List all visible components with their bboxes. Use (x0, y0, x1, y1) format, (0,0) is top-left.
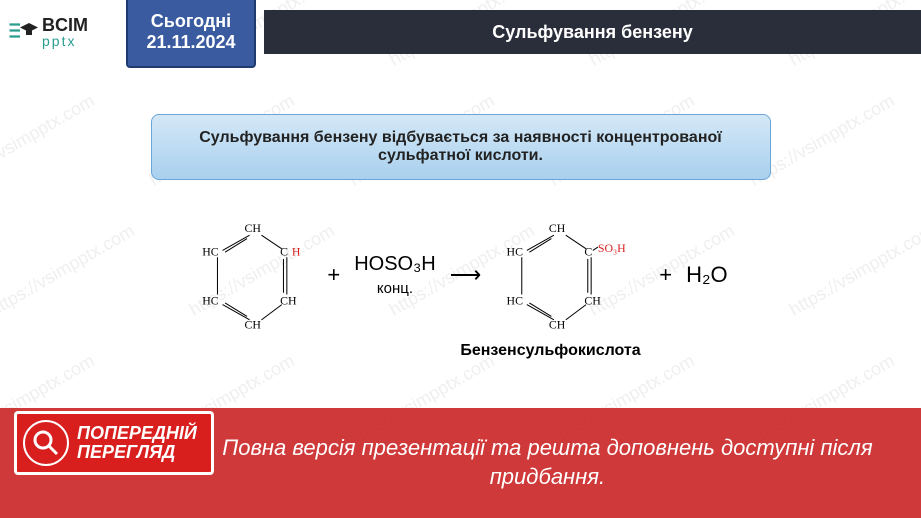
reagent-formula: HOSO₃H (354, 253, 435, 276)
ch-label: CH (549, 317, 566, 330)
plus-sign: + (659, 262, 672, 288)
reactant-ring: CH C H CH CH HC HC (193, 220, 313, 330)
so3h-substituent: SO₃H (598, 241, 626, 255)
product-ring: CH C SO₃H CH CH HC HC (495, 220, 645, 330)
logo-icon (8, 20, 38, 44)
ch-label: CH (549, 221, 566, 235)
date-label: Сьогодні (151, 11, 231, 32)
info-box: Сульфування бензену відбувається за наяв… (151, 114, 771, 180)
reagent: HOSO₃H конц. (354, 253, 435, 297)
badge-text: ПОПЕРЕДНІЙ ПЕРЕГЛЯД (77, 424, 197, 462)
ch-label: CH (245, 221, 262, 235)
ch-label: HC (507, 294, 524, 308)
badge-line1: ПОПЕРЕДНІЙ (77, 424, 197, 443)
ch-label: CH (280, 294, 297, 308)
logo-main: BCIM (42, 16, 88, 34)
reaction-arrow: ⟶ (450, 262, 482, 288)
ch-label: HC (203, 294, 220, 308)
logo: BCIM pptx (0, 0, 130, 64)
reaction-equation: CH C H CH CH HC HC + HOSO₃H (40, 220, 881, 330)
logo-sub: pptx (42, 34, 88, 48)
badge-line2: ПЕРЕГЛЯД (77, 443, 197, 462)
ch-label: HC (507, 245, 524, 259)
title-bar: Сульфування бензену (264, 10, 921, 54)
product-name: Бензенсульфокислота (220, 342, 881, 360)
slide-content: Сульфування бензену відбувається за наяв… (0, 64, 921, 360)
byproduct: H₂O (686, 262, 728, 288)
c-label: C (280, 245, 288, 259)
purchase-overlay: ПОПЕРЕДНІЙ ПЕРЕГЛЯД Повна версія презент… (0, 408, 921, 518)
overlay-message: Повна версія презентації та решта доповн… (214, 434, 921, 491)
ch-label: HC (203, 245, 220, 259)
reagent-condition: конц. (377, 280, 413, 297)
logo-text: BCIM pptx (42, 16, 88, 48)
c-label: C (585, 245, 593, 259)
slide-title: Сульфування бензену (492, 22, 693, 43)
plus-sign: + (327, 262, 340, 288)
ch-label: CH (585, 294, 602, 308)
magnifier-icon (23, 420, 69, 466)
top-bar: BCIM pptx Сьогодні 21.11.2024 Сульфуванн… (0, 0, 921, 64)
h-substituent: H (292, 245, 301, 259)
preview-badge[interactable]: ПОПЕРЕДНІЙ ПЕРЕГЛЯД (14, 411, 214, 475)
date-value: 21.11.2024 (146, 32, 235, 53)
ch-label: CH (245, 317, 262, 330)
date-box: Сьогодні 21.11.2024 (126, 0, 256, 68)
